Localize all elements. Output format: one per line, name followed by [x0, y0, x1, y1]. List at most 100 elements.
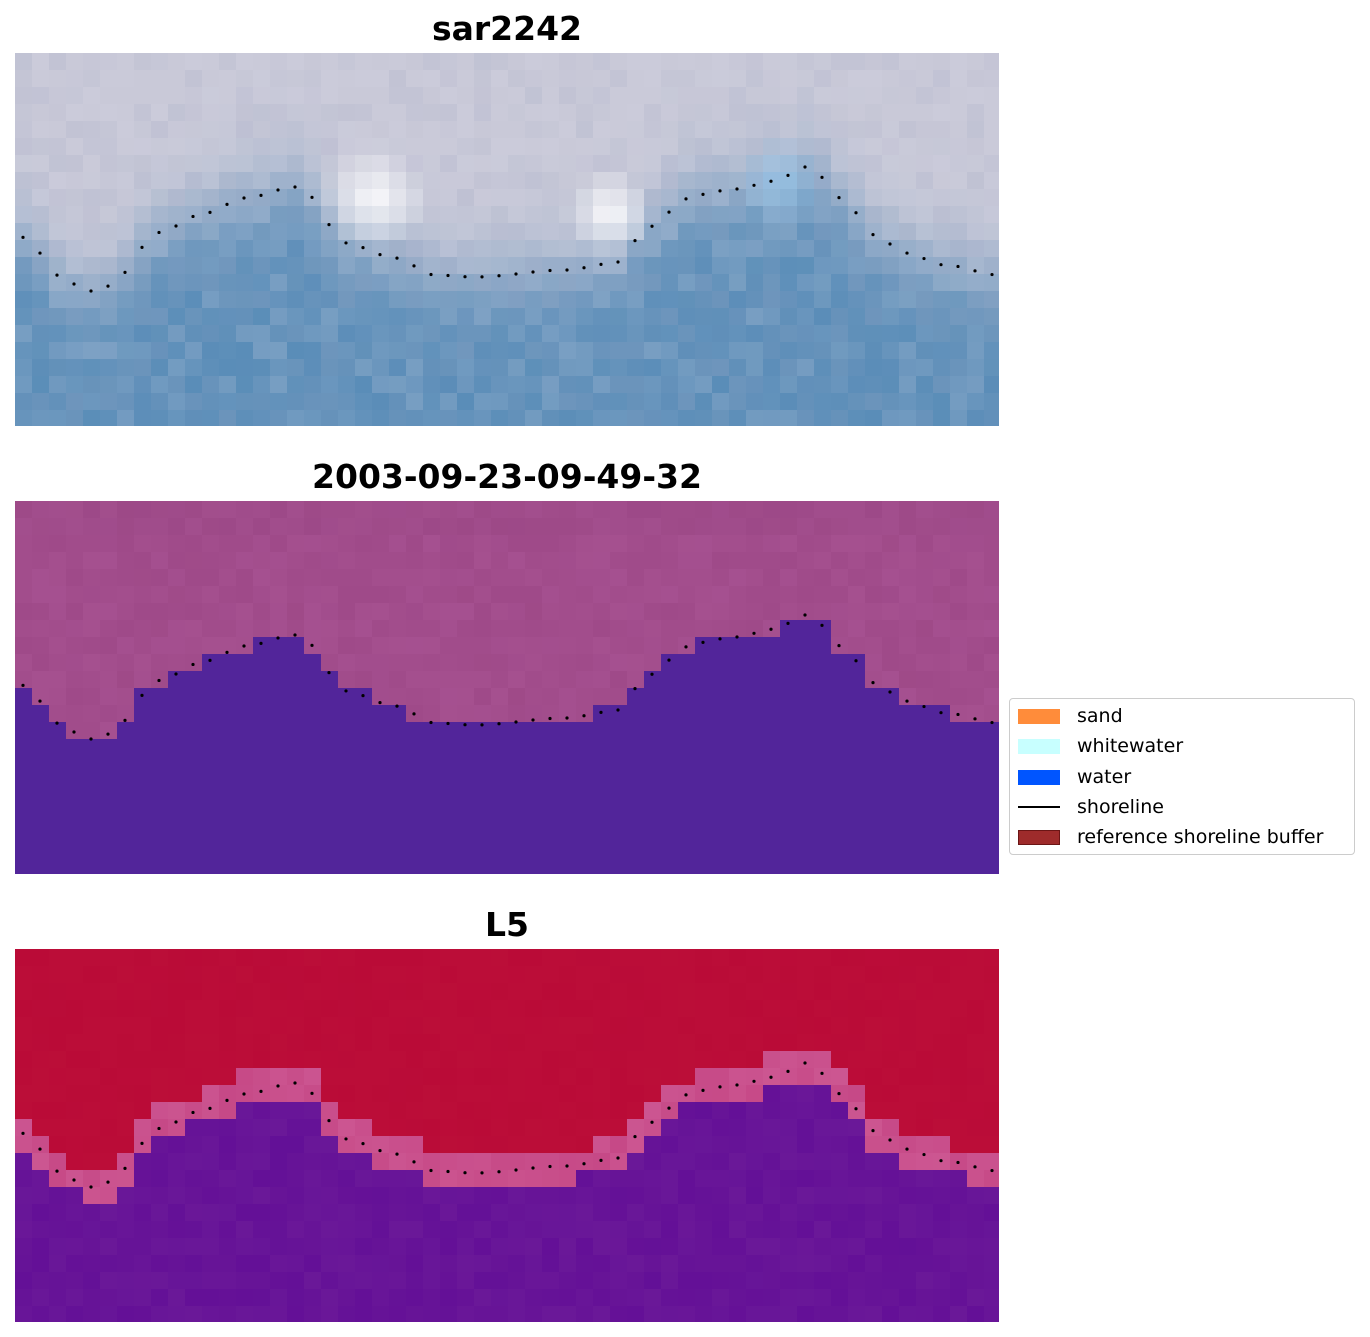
shoreline-dot: [310, 643, 314, 647]
pixel-cell: [32, 1255, 50, 1273]
pixel-cell: [49, 569, 67, 587]
pixel-cell: [542, 274, 560, 292]
pixel-cell: [729, 1017, 747, 1035]
pixel-cell: [780, 1221, 798, 1239]
pixel-cell: [304, 773, 322, 791]
pixel-cell: [423, 1034, 441, 1052]
pixel-cell: [440, 586, 458, 604]
pixel-cell: [882, 671, 900, 689]
pixel-cell: [236, 1306, 254, 1322]
pixel-cell: [304, 359, 322, 377]
pixel-cell: [168, 518, 186, 536]
pixel-cell: [236, 87, 254, 105]
pixel-cell: [423, 121, 441, 139]
pixel-cell: [797, 393, 815, 411]
pixel-cell: [950, 966, 968, 984]
pixel-cell: [236, 1017, 254, 1035]
pixel-cell: [933, 1017, 951, 1035]
pixel-cell: [202, 824, 220, 842]
shoreline-dot: [72, 282, 76, 286]
pixel-cell: [576, 393, 594, 411]
pixel-cell: [593, 1119, 611, 1137]
pixel-cell: [882, 949, 900, 967]
pixel-cell: [933, 790, 951, 808]
pixel-cell: [287, 824, 305, 842]
pixel-cell: [304, 1187, 322, 1205]
pixel-cell: [287, 722, 305, 740]
pixel-cell: [729, 966, 747, 984]
pixel-cell: [627, 501, 645, 519]
shoreline-dot: [820, 175, 824, 179]
pixel-cell: [627, 1187, 645, 1205]
pixel-cell: [678, 1153, 696, 1171]
pixel-cell: [355, 121, 373, 139]
pixel-cell: [831, 376, 849, 394]
pixel-cell: [729, 1221, 747, 1239]
pixel-cell: [712, 705, 730, 723]
pixel-cell: [304, 1051, 322, 1069]
pixel-cell: [678, 393, 696, 411]
pixel-cell: [185, 223, 203, 241]
pixel-cell: [474, 688, 492, 706]
pixel-cell: [372, 824, 390, 842]
pixel-cell: [457, 688, 475, 706]
pixel-cell: [695, 1153, 713, 1171]
pixel-cell: [542, 518, 560, 536]
pixel-cell: [389, 518, 407, 536]
shoreline-dot: [310, 195, 314, 199]
pixel-cell: [797, 291, 815, 309]
pixel-cell: [831, 603, 849, 621]
pixel-cell: [542, 1017, 560, 1035]
pixel-cell: [678, 308, 696, 326]
pixel-cell: [712, 206, 730, 224]
pixel-cell: [440, 223, 458, 241]
pixel-cell: [610, 155, 628, 173]
pixel-cell: [729, 949, 747, 967]
pixel-cell: [491, 1085, 509, 1103]
pixel-cell: [338, 518, 356, 536]
pixel-cell: [899, 1051, 917, 1069]
pixel-cell: [984, 688, 999, 706]
pixel-cell: [338, 705, 356, 723]
pixel-cell: [389, 688, 407, 706]
shoreline-dot: [242, 1092, 246, 1096]
pixel-cell: [780, 104, 798, 122]
pixel-cell: [151, 722, 169, 740]
pixel-cell: [474, 1238, 492, 1256]
pixel-cell: [746, 1136, 764, 1154]
pixel-cell: [423, 654, 441, 672]
pixel-cell: [899, 949, 917, 967]
pixel-cell: [661, 807, 679, 825]
pixel-cell: [202, 206, 220, 224]
pixel-cell: [831, 756, 849, 774]
pixel-cell: [83, 325, 101, 343]
pixel-cell: [100, 983, 118, 1001]
pixel-cell: [219, 1272, 237, 1290]
pixel-cell: [695, 1272, 713, 1290]
pixel-cell: [746, 966, 764, 984]
pixel-cell: [797, 172, 815, 190]
pixel-cell: [661, 104, 679, 122]
pixel-cell: [644, 206, 662, 224]
pixel-cell: [525, 189, 543, 207]
pixel-cell: [729, 240, 747, 258]
pixel-cell: [797, 1136, 815, 1154]
pixel-cell: [49, 121, 67, 139]
pixel-cell: [457, 87, 475, 105]
pixel-cell: [440, 393, 458, 411]
pixel-cell: [882, 552, 900, 570]
pixel-cell: [304, 257, 322, 275]
pixel-cell: [168, 620, 186, 638]
pixel-cell: [576, 1034, 594, 1052]
pixel-cell: [117, 53, 135, 71]
pixel-cell: [508, 949, 526, 967]
pixel-cell: [168, 1187, 186, 1205]
pixel-cell: [457, 1289, 475, 1307]
pixel-cell: [542, 1238, 560, 1256]
pixel-cell: [440, 172, 458, 190]
pixel-cell: [525, 70, 543, 88]
pixel-cell: [117, 773, 135, 791]
pixel-cell: [627, 87, 645, 105]
pixel-cell: [950, 949, 968, 967]
pixel-cell: [967, 70, 985, 88]
